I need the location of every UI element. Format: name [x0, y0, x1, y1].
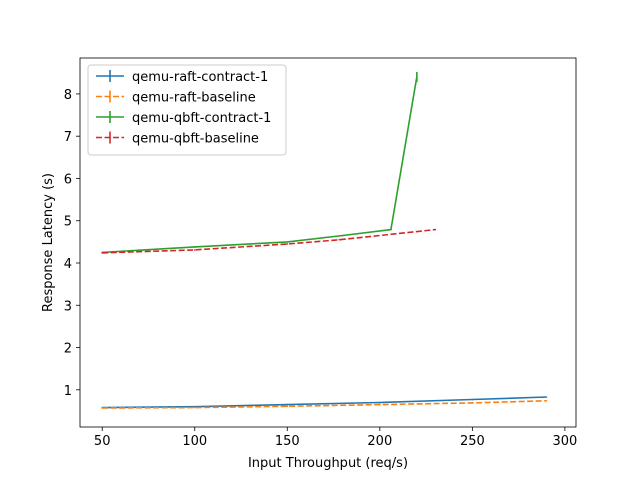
legend-box — [87, 64, 287, 156]
data-point — [471, 402, 474, 404]
legend-label: qemu-qbft-baseline — [132, 132, 259, 147]
x-tick-label: 300 — [552, 434, 577, 449]
series-qemu-qbft-baseline — [101, 228, 437, 254]
data-point — [286, 241, 289, 243]
y-tick-label: 5 — [64, 215, 72, 230]
series-qemu-qbft-contract-1 — [101, 71, 418, 254]
series-layer — [101, 71, 548, 409]
data-point — [193, 249, 196, 251]
data-point — [390, 228, 392, 231]
x-tick-label: 150 — [275, 434, 300, 449]
data-point — [286, 403, 289, 406]
series-qemu-raft-baseline — [101, 399, 548, 409]
legend-label: qemu-raft-baseline — [132, 91, 256, 106]
legend-entry: qemu-raft-baseline — [96, 90, 256, 106]
data-point — [471, 398, 474, 401]
data-point — [286, 405, 289, 408]
legend-entry: qemu-raft-contract-1 — [96, 70, 268, 85]
x-tick-label: 250 — [460, 434, 485, 449]
x-axis-title: Input Throughput (req/s) — [248, 456, 408, 471]
x-tick-label: 200 — [367, 434, 392, 449]
data-point — [193, 246, 196, 248]
data-point — [338, 238, 340, 241]
y-axis-ticks: 1 2 3 4 5 6 7 8 — [64, 88, 80, 399]
legend-entry: qemu-qbft-contract-1 — [96, 111, 271, 126]
data-point — [545, 399, 548, 402]
data-point — [545, 396, 548, 398]
y-tick-label: 8 — [64, 88, 72, 103]
y-tick-label: 6 — [64, 172, 72, 187]
legend-label: qemu-qbft-contract-1 — [132, 111, 271, 126]
y-tick-label: 4 — [64, 257, 72, 272]
series-line — [102, 400, 547, 409]
x-axis-ticks: 50 100 150 200 250 300 — [94, 427, 577, 449]
y-tick-label: 3 — [64, 299, 72, 314]
y-tick-label: 2 — [64, 342, 72, 357]
data-point — [379, 401, 381, 404]
legend-entry: qemu-qbft-baseline — [96, 131, 259, 147]
x-tick-label: 100 — [182, 434, 207, 449]
legend-label: qemu-raft-contract-1 — [132, 70, 268, 85]
data-point — [379, 403, 381, 406]
x-tick-label: 50 — [94, 434, 111, 449]
data-point — [342, 234, 344, 237]
series-line — [102, 76, 418, 254]
y-tick-label: 7 — [64, 130, 72, 145]
y-axis-title: Response Latency (s) — [41, 173, 56, 312]
plot-area-frame — [79, 57, 577, 428]
data-point — [286, 243, 289, 245]
data-point — [434, 228, 437, 231]
legend: qemu-raft-contract-1 qemu-raft-baseline qe… — [87, 64, 287, 156]
data-point — [101, 252, 104, 254]
y-tick-label: 1 — [64, 384, 72, 399]
series-line — [102, 396, 547, 409]
data-point — [101, 407, 104, 409]
series-line — [102, 228, 436, 254]
data-point — [193, 406, 196, 409]
